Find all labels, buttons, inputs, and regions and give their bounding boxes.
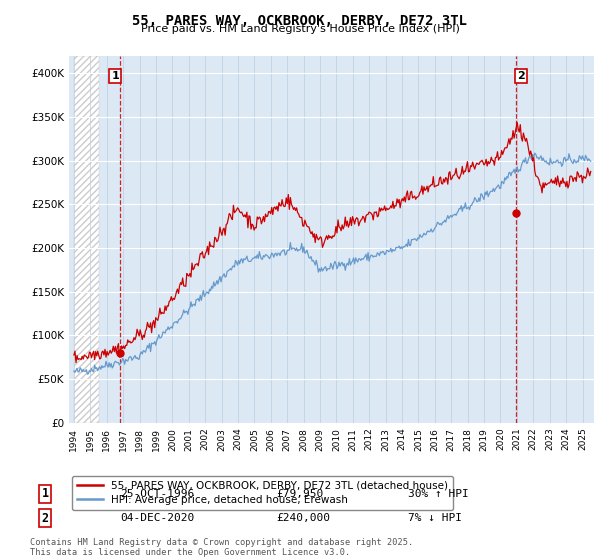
Text: 2: 2 — [41, 511, 49, 525]
Text: Contains HM Land Registry data © Crown copyright and database right 2025.
This d: Contains HM Land Registry data © Crown c… — [30, 538, 413, 557]
Text: 55, PARES WAY, OCKBROOK, DERBY, DE72 3TL: 55, PARES WAY, OCKBROOK, DERBY, DE72 3TL — [133, 14, 467, 28]
Text: £79,950: £79,950 — [276, 489, 323, 499]
Text: 1: 1 — [41, 487, 49, 501]
Text: 25-OCT-1996: 25-OCT-1996 — [120, 489, 194, 499]
Text: 30% ↑ HPI: 30% ↑ HPI — [408, 489, 469, 499]
Text: 1: 1 — [112, 72, 119, 81]
Text: £240,000: £240,000 — [276, 513, 330, 523]
Text: 7% ↓ HPI: 7% ↓ HPI — [408, 513, 462, 523]
Text: Price paid vs. HM Land Registry's House Price Index (HPI): Price paid vs. HM Land Registry's House … — [140, 24, 460, 34]
Legend: 55, PARES WAY, OCKBROOK, DERBY, DE72 3TL (detached house), HPI: Average price, d: 55, PARES WAY, OCKBROOK, DERBY, DE72 3TL… — [71, 475, 454, 510]
Text: 2: 2 — [517, 72, 525, 81]
Text: 04-DEC-2020: 04-DEC-2020 — [120, 513, 194, 523]
